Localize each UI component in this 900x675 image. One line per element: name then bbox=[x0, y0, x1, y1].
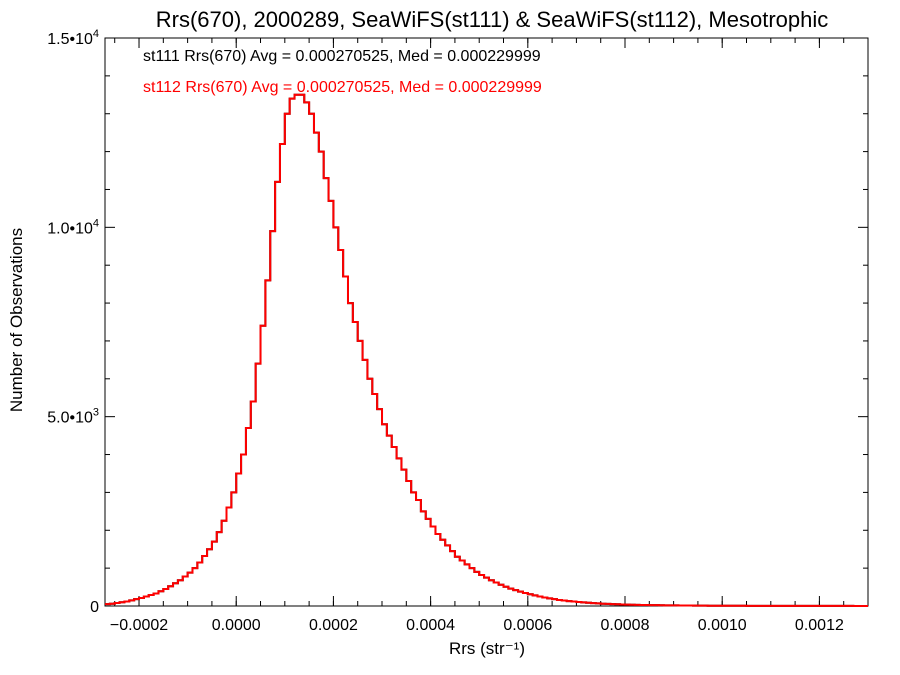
x-axis-label: Rrs (str⁻¹) bbox=[449, 639, 525, 658]
x-tick-label: −0.0002 bbox=[110, 617, 168, 634]
y-tick-label: 1.0•104 bbox=[47, 217, 99, 237]
plot-frame bbox=[104, 37, 869, 607]
x-tick-label: 0.0008 bbox=[601, 617, 650, 634]
x-tick-label: 0.0006 bbox=[503, 617, 552, 634]
x-tick-label: 0.0004 bbox=[406, 617, 455, 634]
x-tick-label: 0.0000 bbox=[212, 617, 261, 634]
y-tick-labels: 0 5.0•103 1.0•104 1.5•104 bbox=[47, 28, 99, 616]
series-st111-line bbox=[105, 93, 868, 607]
x-tick-label: 0.0012 bbox=[795, 617, 844, 634]
y-tick-label: 0 bbox=[90, 599, 99, 616]
annotation-st112: st112 Rrs(670) Avg = 0.000270525, Med = … bbox=[143, 79, 542, 96]
y-axis-label: Number of Observations bbox=[7, 228, 26, 412]
y-tick-label: 1.5•104 bbox=[47, 28, 99, 48]
x-tick-label: 0.0002 bbox=[309, 617, 358, 634]
axis-ticks bbox=[105, 37, 869, 607]
series-layer bbox=[105, 93, 868, 607]
x-tick-labels: −0.0002 0.0000 0.0002 0.0004 0.0006 0.0008 0.0… bbox=[110, 617, 844, 634]
annotation-st111: st111 Rrs(670) Avg = 0.000270525, Med = … bbox=[143, 48, 541, 65]
series-st112-line bbox=[105, 93, 868, 607]
x-tick-label: 0.0010 bbox=[698, 617, 747, 634]
y-tick-label: 5.0•103 bbox=[47, 407, 99, 427]
chart-title: Rrs(670), 2000289, SeaWiFS(st111) & SeaW… bbox=[156, 7, 828, 32]
